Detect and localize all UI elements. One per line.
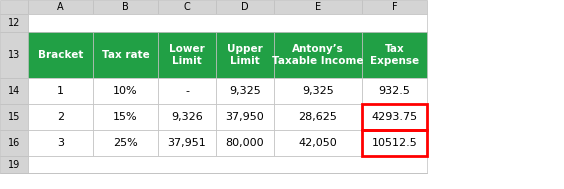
Text: Tax
Expense: Tax Expense xyxy=(370,44,419,66)
Text: 2: 2 xyxy=(57,112,64,122)
Text: 19: 19 xyxy=(8,160,20,170)
Bar xyxy=(158,130,216,156)
Text: Upper
Limit: Upper Limit xyxy=(227,44,263,66)
Text: 15: 15 xyxy=(8,112,20,122)
Bar xyxy=(28,130,93,156)
Bar xyxy=(274,78,362,104)
Text: 80,000: 80,000 xyxy=(226,138,265,148)
Text: 10%: 10% xyxy=(113,86,138,96)
Text: 28,625: 28,625 xyxy=(298,112,337,122)
Bar xyxy=(216,32,274,78)
Bar xyxy=(0,156,28,173)
Bar xyxy=(0,130,28,156)
Bar xyxy=(216,78,274,104)
Bar xyxy=(0,32,28,78)
Text: Lower
Limit: Lower Limit xyxy=(169,44,205,66)
Bar xyxy=(93,78,158,104)
Bar xyxy=(362,130,427,156)
Bar xyxy=(216,104,274,130)
Text: 9,326: 9,326 xyxy=(171,112,203,122)
Text: 25%: 25% xyxy=(113,138,138,148)
Text: B: B xyxy=(122,2,129,12)
Bar xyxy=(274,0,362,14)
Text: E: E xyxy=(315,2,321,12)
Text: 37,951: 37,951 xyxy=(168,138,206,148)
Bar xyxy=(0,14,28,32)
Text: 9,325: 9,325 xyxy=(302,86,334,96)
Bar xyxy=(158,32,216,78)
Bar xyxy=(0,78,28,104)
Text: 42,050: 42,050 xyxy=(298,138,337,148)
Bar xyxy=(362,32,427,78)
Text: 4293.75: 4293.75 xyxy=(372,112,417,122)
Text: F: F xyxy=(391,2,397,12)
Text: -: - xyxy=(185,86,189,96)
Text: Tax rate: Tax rate xyxy=(102,50,149,60)
Bar xyxy=(28,156,427,173)
Bar xyxy=(28,104,93,130)
Bar xyxy=(216,0,274,14)
Bar xyxy=(362,104,427,130)
Text: A: A xyxy=(57,2,64,12)
Bar xyxy=(0,0,28,14)
Bar xyxy=(274,130,362,156)
Bar xyxy=(216,130,274,156)
Bar xyxy=(274,104,362,130)
Text: Antony’s
Taxable Income: Antony’s Taxable Income xyxy=(272,44,364,66)
Text: 14: 14 xyxy=(8,86,20,96)
Text: 37,950: 37,950 xyxy=(226,112,265,122)
Bar xyxy=(274,32,362,78)
Bar xyxy=(158,78,216,104)
Text: 15%: 15% xyxy=(113,112,138,122)
Bar xyxy=(28,78,93,104)
Text: 9,325: 9,325 xyxy=(229,86,261,96)
Text: 12: 12 xyxy=(8,18,20,28)
Bar xyxy=(158,104,216,130)
Bar xyxy=(28,32,93,78)
Bar xyxy=(362,0,427,14)
Text: 1: 1 xyxy=(57,86,64,96)
Bar xyxy=(93,0,158,14)
Bar xyxy=(28,14,427,32)
Text: D: D xyxy=(241,2,249,12)
Bar xyxy=(362,78,427,104)
Bar xyxy=(158,0,216,14)
Text: 10512.5: 10512.5 xyxy=(372,138,417,148)
Text: 932.5: 932.5 xyxy=(378,86,411,96)
Bar xyxy=(362,104,427,130)
Text: 13: 13 xyxy=(8,50,20,60)
Bar xyxy=(93,104,158,130)
Bar xyxy=(0,104,28,130)
Text: 3: 3 xyxy=(57,138,64,148)
Bar xyxy=(362,130,427,156)
Text: C: C xyxy=(184,2,191,12)
Bar xyxy=(28,0,93,14)
Text: 16: 16 xyxy=(8,138,20,148)
Bar xyxy=(93,130,158,156)
Bar xyxy=(93,32,158,78)
Text: Bracket: Bracket xyxy=(38,50,83,60)
